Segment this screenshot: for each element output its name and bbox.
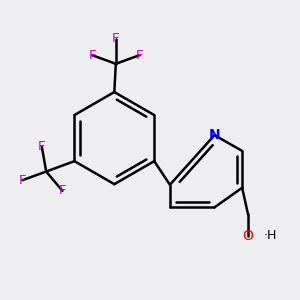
Text: F: F <box>112 32 120 45</box>
Text: F: F <box>136 49 143 62</box>
Text: ·H: ·H <box>263 230 277 242</box>
Text: O: O <box>243 229 254 243</box>
Text: F: F <box>19 174 26 187</box>
Text: F: F <box>59 184 66 197</box>
Text: N: N <box>209 128 220 142</box>
Text: F: F <box>88 49 96 62</box>
Text: F: F <box>38 140 46 153</box>
